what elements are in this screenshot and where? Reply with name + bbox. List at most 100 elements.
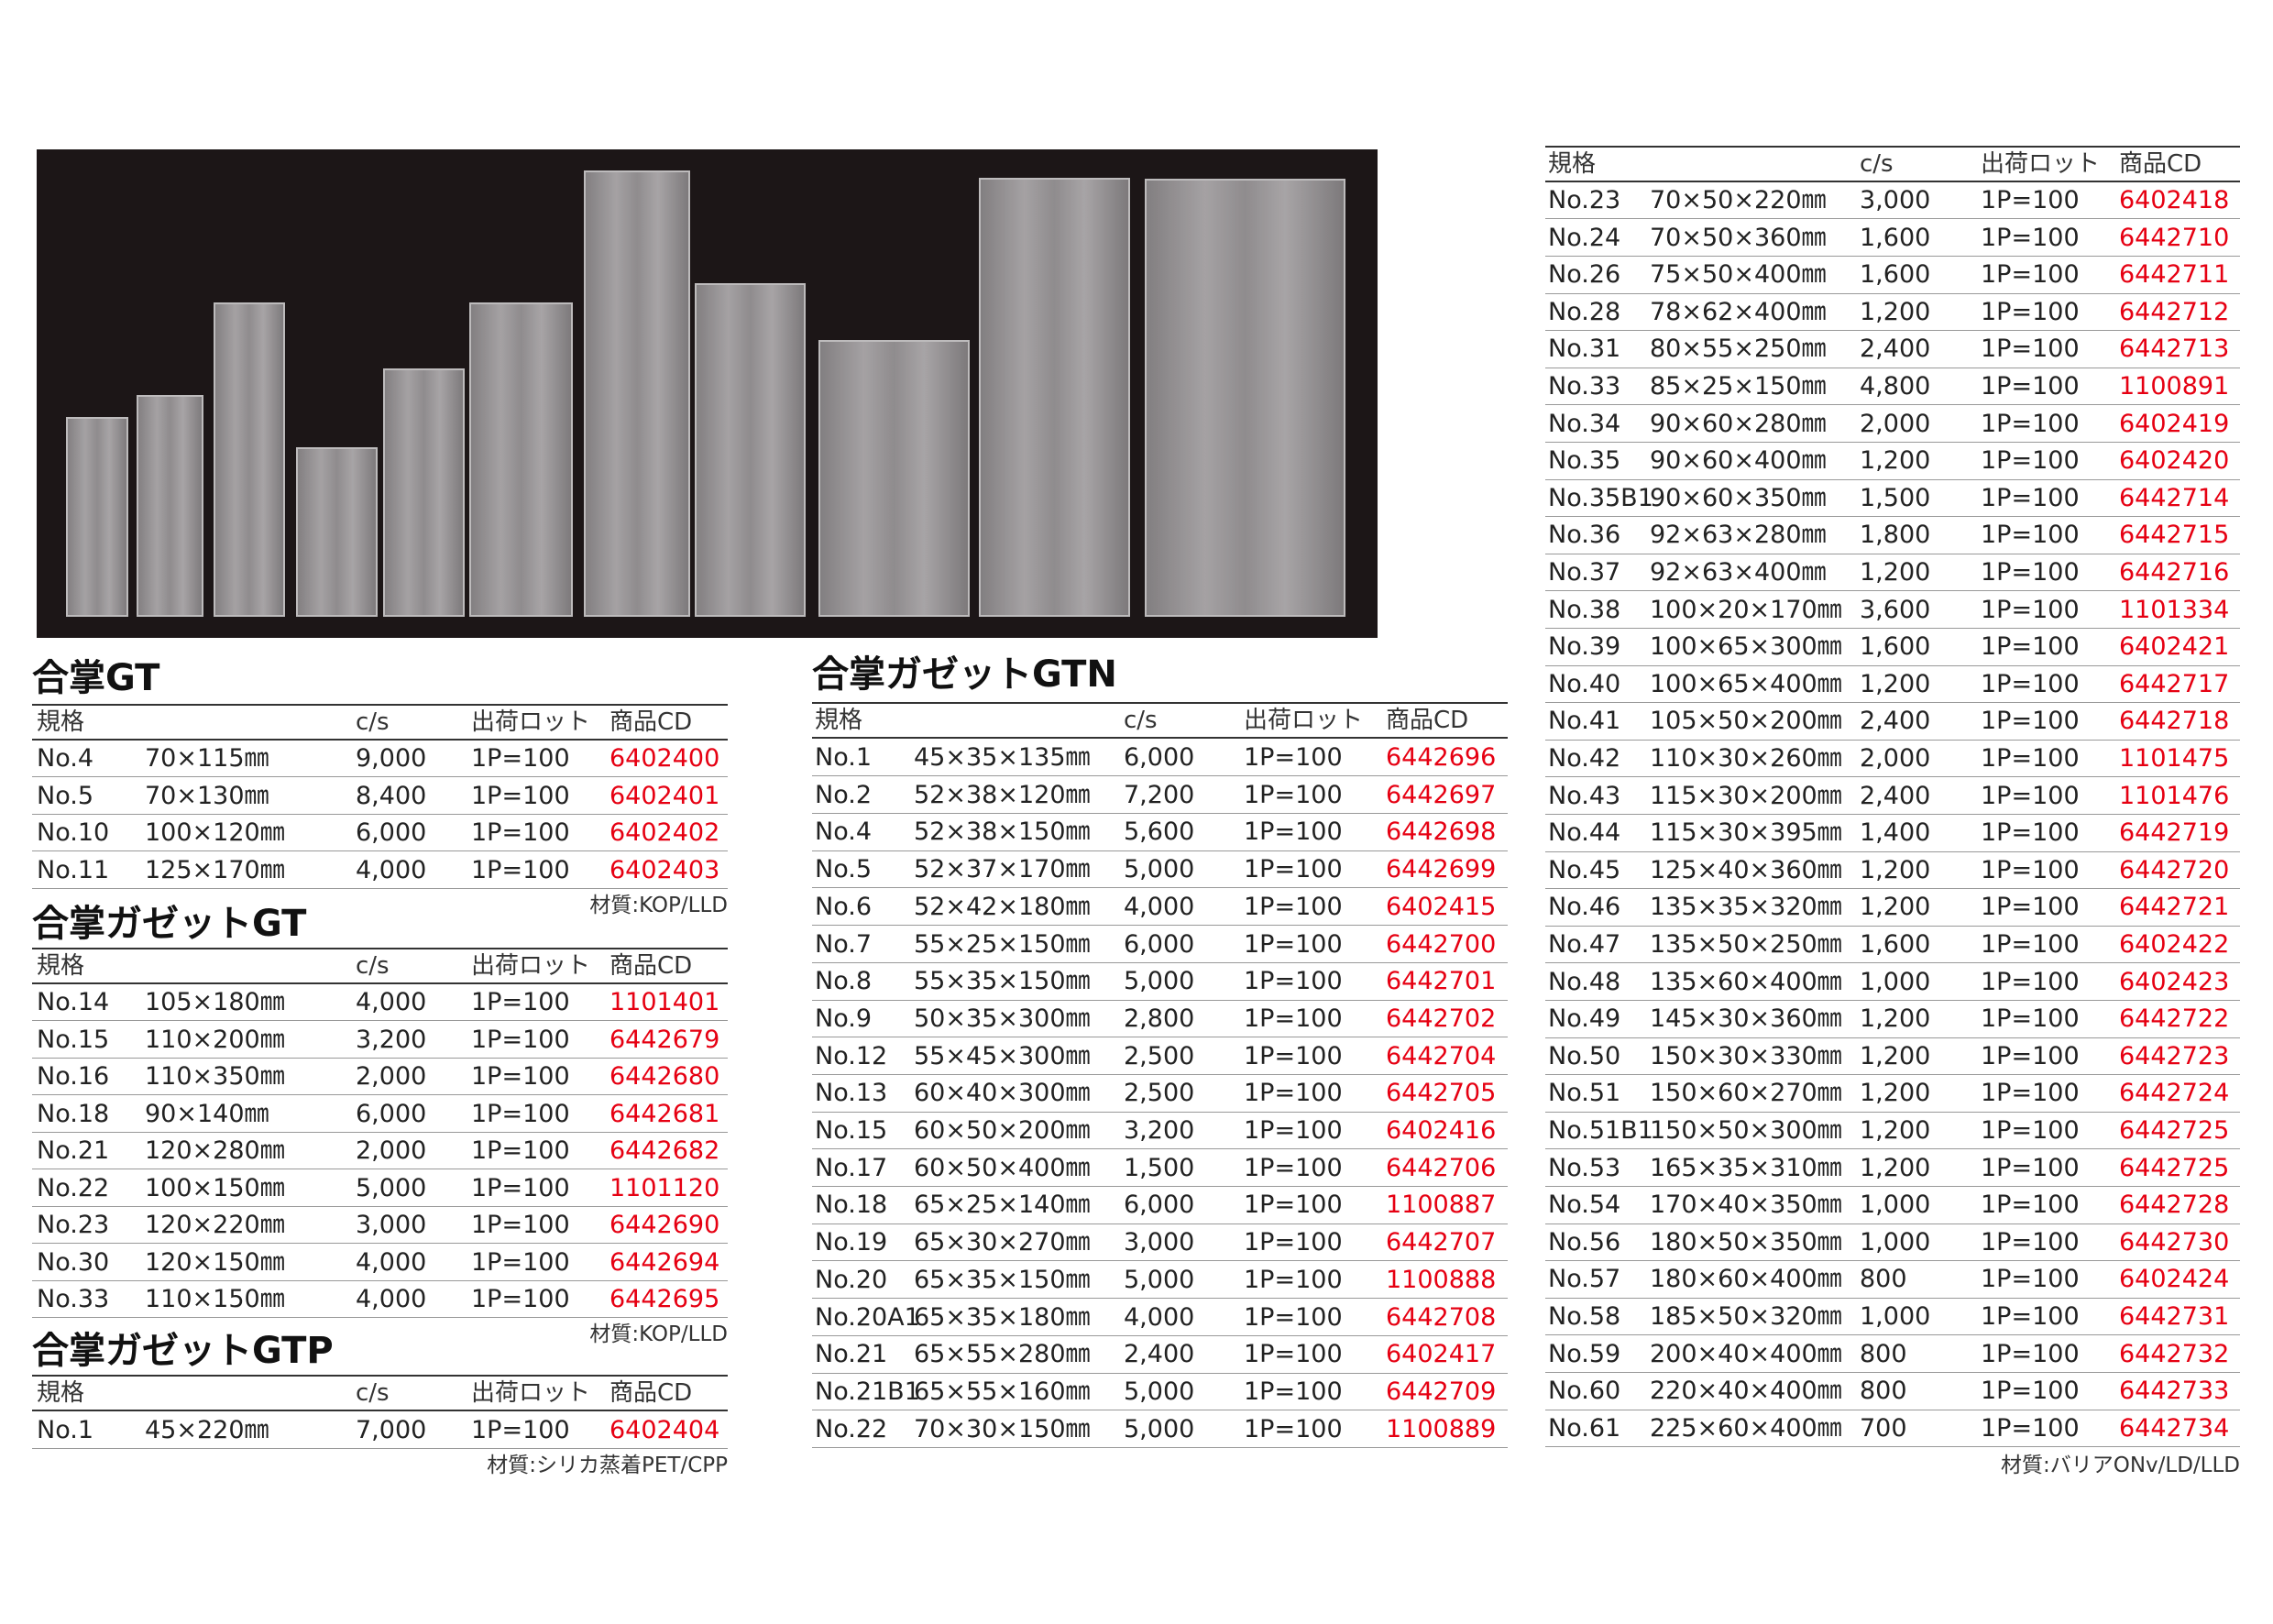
product-photo bbox=[37, 149, 1378, 638]
row-rule bbox=[1545, 1297, 2240, 1299]
row-rule bbox=[812, 1298, 1508, 1300]
material-note: 材質:バリアONv/LD/LLD bbox=[2000, 1454, 2240, 1477]
product-code: 6442716 bbox=[2119, 558, 2230, 587]
row-rule bbox=[812, 925, 1508, 927]
spec-no: No.45 bbox=[1548, 855, 1621, 884]
lot: 1P=100 bbox=[471, 855, 570, 884]
header-rule bbox=[32, 703, 728, 706]
material-note: 材質:シリカ蒸着PET/CPP bbox=[487, 1454, 728, 1477]
spec-no: No.48 bbox=[1548, 967, 1621, 996]
column-header: 規格 bbox=[1548, 150, 1597, 178]
lot: 1P=100 bbox=[1981, 260, 2080, 290]
product-code: 6442706 bbox=[1386, 1153, 1497, 1182]
lot: 1P=100 bbox=[1981, 707, 2080, 736]
spec-no: No.35 bbox=[1548, 446, 1621, 476]
row-rule bbox=[1545, 218, 2240, 220]
row-rule bbox=[1545, 404, 2240, 406]
spec-no: No.41 bbox=[1548, 707, 1621, 736]
case-qty: 1,800 bbox=[1860, 521, 1931, 550]
column-header: 規格 bbox=[37, 708, 85, 736]
lot: 1P=100 bbox=[1244, 1302, 1343, 1332]
spec-no: No.50 bbox=[1548, 1041, 1621, 1070]
spec-no: No.15 bbox=[37, 1025, 110, 1054]
case-qty: 1,600 bbox=[1860, 930, 1931, 959]
lot: 1P=100 bbox=[1981, 372, 2080, 401]
product-code: 6442680 bbox=[609, 1062, 720, 1091]
product-code: 6402403 bbox=[609, 855, 720, 884]
case-qty: 800 bbox=[1860, 1339, 1907, 1368]
row-rule bbox=[32, 1448, 728, 1450]
case-qty: 4,000 bbox=[1124, 892, 1195, 921]
case-qty: 1,500 bbox=[1860, 483, 1931, 512]
product-code: 6442730 bbox=[2119, 1227, 2230, 1256]
spec-no: No.44 bbox=[1548, 818, 1621, 848]
product-code: 6402417 bbox=[1386, 1340, 1497, 1369]
size: 100×20×170㎜ bbox=[1650, 595, 1842, 624]
size: 55×25×150㎜ bbox=[914, 929, 1091, 959]
size: 165×35×310㎜ bbox=[1650, 1153, 1842, 1182]
product-code: 6442682 bbox=[609, 1136, 720, 1165]
case-qty: 6,000 bbox=[1124, 929, 1195, 959]
lot: 1P=100 bbox=[1981, 781, 2080, 810]
column-header: 商品CD bbox=[609, 1379, 693, 1407]
product-code: 6442695 bbox=[609, 1285, 720, 1313]
product-code: 6402422 bbox=[2119, 930, 2230, 959]
row-rule bbox=[32, 850, 728, 852]
size: 100×65×400㎜ bbox=[1650, 669, 1842, 698]
lot: 1P=100 bbox=[1244, 967, 1343, 996]
case-qty: 1,200 bbox=[1860, 893, 1931, 922]
column-header: 出荷ロット bbox=[471, 1379, 591, 1407]
row-rule bbox=[812, 1372, 1508, 1374]
column-header: c/s bbox=[356, 952, 390, 980]
lot: 1P=100 bbox=[1981, 893, 2080, 922]
product-code: 6402423 bbox=[2119, 967, 2230, 996]
lot: 1P=100 bbox=[471, 1211, 570, 1239]
lot: 1P=100 bbox=[1244, 892, 1343, 921]
lot: 1P=100 bbox=[1981, 1377, 2080, 1406]
product-code: 6442724 bbox=[2119, 1079, 2230, 1108]
lot: 1P=100 bbox=[1244, 1004, 1343, 1033]
size: 125×40×360㎜ bbox=[1650, 855, 1842, 884]
lot: 1P=100 bbox=[471, 781, 570, 810]
row-rule bbox=[1545, 739, 2240, 741]
product-code: 6442702 bbox=[1386, 1004, 1497, 1033]
case-qty: 4,800 bbox=[1860, 372, 1931, 401]
size: 185×50×320㎜ bbox=[1650, 1302, 1842, 1331]
lot: 1P=100 bbox=[1981, 558, 2080, 587]
size: 115×30×395㎜ bbox=[1650, 818, 1842, 848]
size: 52×38×120㎜ bbox=[914, 780, 1091, 809]
product-code: 6402424 bbox=[2119, 1265, 2230, 1294]
case-qty: 1,200 bbox=[1860, 1116, 1931, 1145]
row-rule bbox=[1545, 1334, 2240, 1336]
spec-no: No.28 bbox=[1548, 297, 1621, 326]
case-qty: 6,000 bbox=[356, 818, 427, 847]
case-qty: 2,500 bbox=[1124, 1041, 1195, 1070]
lot: 1P=100 bbox=[1981, 1116, 2080, 1145]
lot: 1P=100 bbox=[1981, 1227, 2080, 1256]
product-code: 6442722 bbox=[2119, 1004, 2230, 1034]
row-rule bbox=[812, 961, 1508, 963]
product-code: 6442728 bbox=[2119, 1191, 2230, 1220]
spec-no: No.39 bbox=[1548, 632, 1621, 662]
case-qty: 5,000 bbox=[1124, 1414, 1195, 1443]
case-qty: 1,200 bbox=[1860, 297, 1931, 326]
spec-no: No.17 bbox=[815, 1153, 888, 1182]
row-rule bbox=[32, 1057, 728, 1059]
product-code: 6442704 bbox=[1386, 1041, 1497, 1070]
product-code: 1100889 bbox=[1386, 1414, 1497, 1443]
spec-no: No.30 bbox=[37, 1247, 110, 1277]
spec-no: No.14 bbox=[37, 988, 110, 1016]
lot: 1P=100 bbox=[1981, 818, 2080, 848]
spec-no: No.20 bbox=[815, 1265, 888, 1294]
row-rule bbox=[1545, 330, 2240, 332]
row-rule bbox=[1545, 888, 2240, 890]
spec-no: No.6 bbox=[815, 892, 873, 921]
case-qty: 2,000 bbox=[1860, 409, 1931, 438]
row-rule bbox=[1545, 292, 2240, 294]
lot: 1P=100 bbox=[471, 1136, 570, 1165]
column-header: 商品CD bbox=[2119, 150, 2202, 178]
row-rule bbox=[812, 1260, 1508, 1262]
lot: 1P=100 bbox=[471, 1099, 570, 1128]
size: 125×170㎜ bbox=[145, 855, 285, 884]
case-qty: 1,200 bbox=[1860, 855, 1931, 884]
